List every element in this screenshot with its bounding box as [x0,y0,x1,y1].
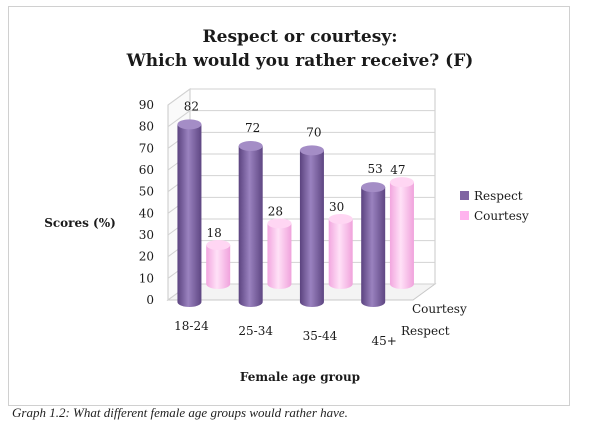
x-axis-categories: 18-24 25-34 35-44 45+ [174,319,397,348]
respect-bar [299,145,324,307]
respect-series [177,119,386,307]
y-tick-label: 70 [139,141,154,155]
depth-label-courtesy: Courtesy [412,302,467,316]
data-label-respect: 82 [184,99,199,113]
data-label-courtesy: 30 [329,200,344,214]
data-label-courtesy: 28 [268,204,283,218]
y-tick-label: 20 [139,250,154,264]
data-label-respect: 72 [245,121,260,135]
courtesy-bar [267,218,292,289]
legend-label-courtesy: Courtesy [474,209,529,223]
y-axis-ticks: 0 10 20 30 40 50 60 70 80 90 [139,98,154,307]
courtesy-bar [206,240,231,289]
data-label-respect: 53 [368,162,383,176]
respect-bar [238,141,263,307]
y-axis-label: Scores (%) [44,216,116,230]
legend: Respect Courtesy [460,189,529,223]
legend-swatch-respect [460,191,469,200]
data-label-courtesy: 18 [207,226,222,240]
data-labels: 18 28 30 47 82 72 70 53 [184,99,406,240]
x-axis-label: Female age group [240,370,360,384]
respect-bar [361,182,386,307]
data-label-courtesy: 47 [390,163,405,177]
x-category-label: 25-34 [238,324,273,338]
courtesy-bar [328,214,353,289]
x-category-label: 18-24 [174,319,209,333]
chart-title-line1: Respect or courtesy: [203,27,398,47]
gridline [167,110,435,128]
x-category-label: 35-44 [303,329,338,343]
chart-title-line2: Which would you rather receive? (F) [126,51,474,71]
y-tick-label: 50 [139,185,154,199]
y-tick-label: 80 [139,120,154,134]
y-tick-label: 10 [139,271,154,285]
data-label-respect: 70 [306,125,321,139]
legend-label-respect: Respect [474,189,523,203]
y-tick-label: 60 [139,163,154,177]
y-tick-label: 90 [139,98,154,112]
respect-bar [177,119,202,307]
legend-swatch-courtesy [460,211,469,220]
depth-label-respect: Respect [401,324,450,338]
x-category-label: 45+ [372,334,397,348]
figure-caption: Graph 1.2: What different female age gro… [12,405,348,420]
y-tick-label: 0 [146,293,154,307]
y-tick-label: 40 [139,206,154,220]
gridline [167,88,435,106]
courtesy-series [206,177,414,289]
courtesy-bar [389,177,414,289]
y-tick-label: 30 [139,228,154,242]
